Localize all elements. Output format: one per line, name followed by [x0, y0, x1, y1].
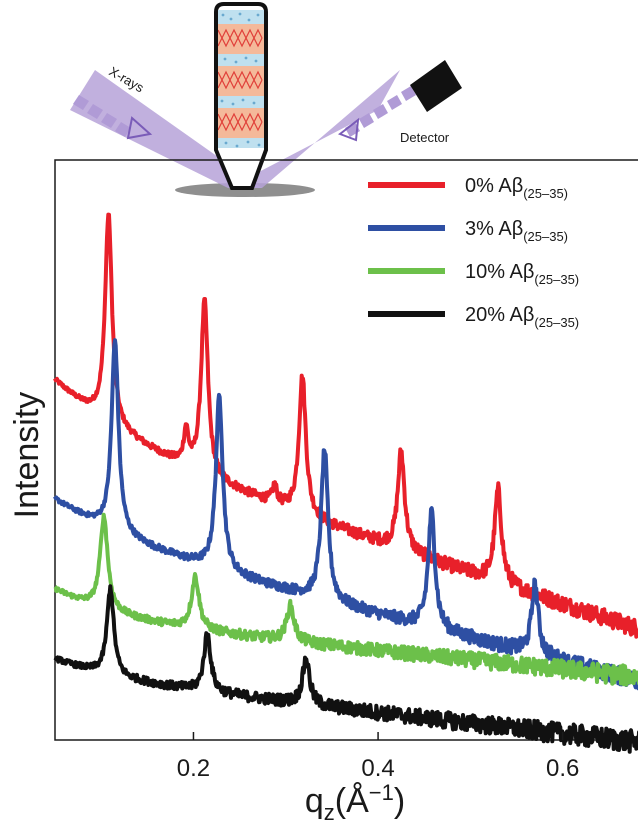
x-tick-label-1: 0.4 [361, 755, 394, 782]
scattering-geometry-inset: X-rays Detector [70, 2, 462, 197]
x-tick-label-0: 0.2 [177, 755, 210, 782]
x-axis-title-unit: (Å [335, 782, 369, 820]
legend-label-0: 0% Aβ(25–35) [465, 175, 568, 201]
reflected-arrow [337, 117, 360, 142]
x-axis-title-close: ) [394, 782, 405, 820]
x-axis-title: qz(Å−1) [305, 780, 405, 825]
detector-label: Detector [400, 130, 450, 145]
legend-label-3: 20% Aβ(25–35) [465, 304, 579, 330]
multilayer-stack [218, 10, 264, 148]
series-line-0 [53, 212, 638, 639]
x-axis-title-sup: −1 [369, 780, 394, 805]
series-line-2 [53, 512, 638, 687]
legend-label-1: 3% Aβ(25–35) [465, 218, 568, 244]
legend-label-2: 10% Aβ(25–35) [465, 261, 579, 287]
x-axis-ticks: 0.2 0.4 0.6 [177, 732, 579, 782]
series-line-3 [53, 584, 638, 754]
incident-beam [70, 70, 262, 188]
y-axis-title: Intensity [8, 392, 46, 519]
series-layer [53, 212, 638, 754]
detector-block [410, 60, 462, 112]
detector-stripes [345, 86, 416, 137]
x-axis-title-sub: z [324, 800, 335, 825]
x-axis-title-q: q [305, 782, 324, 820]
plot-frame [54, 159, 638, 741]
x-tick-label-2: 0.6 [546, 755, 579, 782]
xray-source-stripes [73, 95, 131, 137]
legend: 0% Aβ(25–35) 3% Aβ(25–35) 10% Aβ(25–35) 20%… [368, 175, 579, 330]
series-line-1 [53, 338, 638, 691]
incident-arrow [126, 116, 153, 140]
